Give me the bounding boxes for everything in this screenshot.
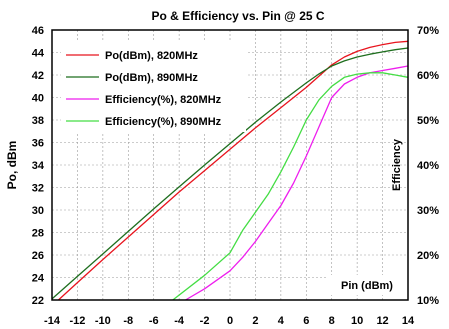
x-tick-label: -4 bbox=[174, 315, 185, 327]
x-tick-label: 8 bbox=[329, 315, 335, 327]
y-right-tick-label: 40% bbox=[417, 160, 439, 172]
y-right-tick-label: 30% bbox=[417, 205, 439, 217]
y-left-tick-label: 26 bbox=[32, 250, 44, 262]
y-left-tick-label: 30 bbox=[32, 205, 44, 217]
legend-label: Po(dBm), 820MHz bbox=[105, 50, 198, 62]
y-right-tick-label: 70% bbox=[417, 25, 439, 37]
y-left-tick-label: 44 bbox=[32, 48, 45, 60]
y-axis-left-label: Po, dBm bbox=[5, 141, 19, 190]
series-lines bbox=[51, 40, 409, 301]
x-tick-label: 0 bbox=[227, 315, 233, 327]
y-right-tick-labels: 10% 20% 30% 40% 50% 60% 70% bbox=[417, 25, 439, 307]
x-tick-label: 14 bbox=[402, 315, 415, 327]
x-tick-label: -2 bbox=[200, 315, 210, 327]
chart-title: Po & Efficiency vs. Pin @ 25 C bbox=[151, 9, 324, 23]
y-left-tick-label: 36 bbox=[32, 138, 44, 150]
legend-label: Efficiency(%), 820MHz bbox=[105, 94, 222, 106]
x-tick-label: 6 bbox=[303, 315, 309, 327]
x-tick-label: 10 bbox=[351, 315, 363, 327]
x-tick-label: 4 bbox=[278, 315, 285, 327]
x-tick-label: 2 bbox=[252, 315, 258, 327]
x-tick-label: -6 bbox=[149, 315, 159, 327]
y-left-tick-label: 38 bbox=[32, 115, 44, 127]
x-tick-label: -14 bbox=[44, 315, 61, 327]
y-left-tick-label: 34 bbox=[32, 160, 45, 172]
x-tick-label: -12 bbox=[69, 315, 85, 327]
x-tick-label: 12 bbox=[376, 315, 388, 327]
x-tick-labels: -14 -12 -10 -8 -6 -4 -2 0 2 4 6 8 10 12 14 bbox=[44, 315, 415, 327]
series-line bbox=[172, 72, 409, 301]
y-right-tick-label: 50% bbox=[417, 115, 439, 127]
legend: Po(dBm), 820MHz Po(dBm), 890MHz Efficiency… bbox=[61, 42, 246, 132]
x-axis-label-box bbox=[328, 275, 406, 295]
series-line bbox=[57, 40, 409, 301]
x-axis-label: Pin (dBm) bbox=[341, 280, 393, 292]
series-line bbox=[185, 65, 409, 301]
y-left-tick-label: 42 bbox=[32, 70, 44, 82]
y-left-tick-label: 46 bbox=[32, 25, 44, 37]
y-right-tick-label: 20% bbox=[417, 250, 439, 262]
plot-frame bbox=[51, 29, 409, 301]
legend-label: Po(dBm), 890MHz bbox=[105, 72, 198, 84]
y-axis-right-label: Efficiency bbox=[391, 138, 403, 191]
y-left-tick-label: 22 bbox=[32, 295, 44, 307]
legend-label: Efficiency(%), 890MHz bbox=[105, 116, 222, 128]
y-left-tick-labels: 22 24 26 28 30 32 34 36 38 40 42 44 46 bbox=[32, 25, 45, 307]
series-line bbox=[51, 47, 409, 300]
y-left-tick-label: 40 bbox=[32, 93, 44, 105]
y-right-tick-label: 60% bbox=[417, 70, 439, 82]
y-right-tick-label: 10% bbox=[417, 295, 439, 307]
x-tick-label: -8 bbox=[123, 315, 133, 327]
y-left-tick-label: 24 bbox=[32, 273, 45, 285]
y-left-tick-label: 32 bbox=[32, 183, 44, 195]
y-left-tick-label: 28 bbox=[32, 228, 44, 240]
x-tick-label: -10 bbox=[95, 315, 111, 327]
legend-box bbox=[61, 42, 246, 132]
